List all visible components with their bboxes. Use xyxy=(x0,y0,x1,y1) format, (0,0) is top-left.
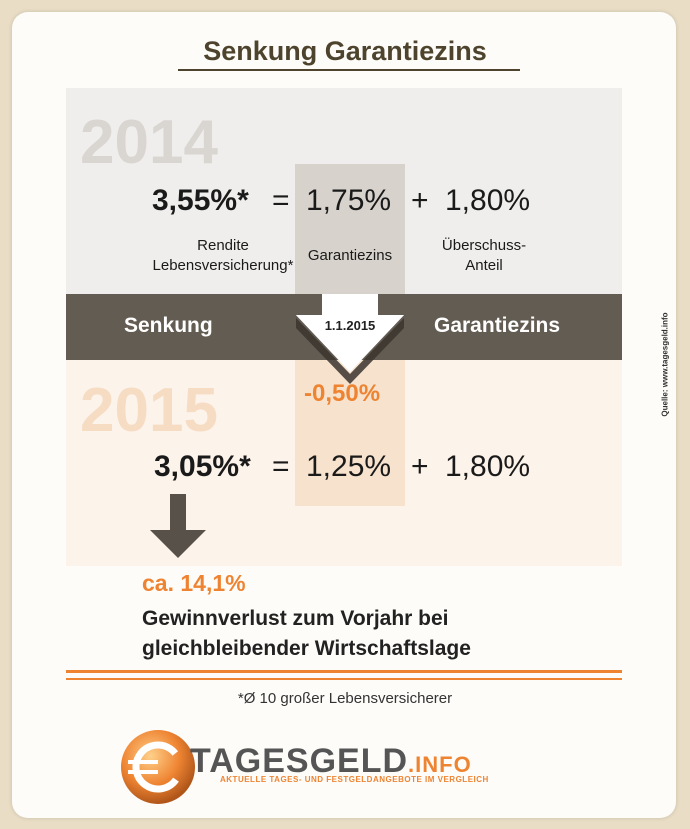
loss-line-1: Gewinnverlust zum Vorjahr bei xyxy=(142,607,449,630)
title-underline xyxy=(178,69,520,71)
divider-thick xyxy=(66,670,622,673)
logo-main: TAGESGELD xyxy=(190,742,409,780)
total-2015: 3,05%* xyxy=(154,450,251,483)
plus-2015: + xyxy=(411,450,429,483)
guarantee-column-top xyxy=(295,164,405,294)
loss-percentage: ca. 14,1% xyxy=(142,570,246,596)
guarantee-column-bottom xyxy=(295,360,405,506)
band-label-left: Senkung xyxy=(124,314,213,337)
page-title: Senkung Garantiezins xyxy=(203,36,487,66)
source-note: Quelle: www.tagesgeld.info xyxy=(655,300,675,440)
guarantee-2015: 1,25% xyxy=(306,450,392,483)
plus-2014: + xyxy=(411,184,429,217)
loss-arrow-icon xyxy=(150,494,206,558)
equals-2015: = xyxy=(272,450,290,483)
source-text: Quelle: www.tagesgeld.info xyxy=(660,312,670,417)
footnote: *Ø 10 großer Lebensversicherer xyxy=(237,690,453,707)
label-total: Rendite Lebensversicherung* xyxy=(152,237,294,274)
logo-tagline: AKTUELLE TAGES- UND FESTGELDANGEBOTE IM … xyxy=(220,775,489,784)
change-date: 1.1.2015 xyxy=(324,318,376,333)
year-2015: 2015 xyxy=(80,376,218,445)
year-2014: 2014 xyxy=(80,108,218,177)
surplus-2015: 1,80% xyxy=(445,450,531,483)
equals-2014: = xyxy=(272,184,290,217)
logo-suffix: .INFO xyxy=(408,752,472,777)
band-label-right: Garantiezins xyxy=(434,314,561,337)
logo-wordmark: TAGESGELD.INFO xyxy=(190,742,472,781)
guarantee-2014: 1,75% xyxy=(306,184,392,217)
loss-line-2: gleichbleibender Wirtschaftslage xyxy=(142,637,471,661)
total-2014: 3,55%* xyxy=(152,184,249,217)
rate-change: -0,50% xyxy=(304,380,381,407)
divider-thin xyxy=(66,678,622,680)
loss-description: Gewinnverlust zum Vorjahr bei gleichblei… xyxy=(142,604,471,665)
label-guarantee: Garantiezins xyxy=(307,247,393,264)
surplus-2014: 1,80% xyxy=(445,184,531,217)
label-surplus: Überschuss-Anteil xyxy=(441,237,527,274)
euro-coin-icon xyxy=(121,730,195,804)
